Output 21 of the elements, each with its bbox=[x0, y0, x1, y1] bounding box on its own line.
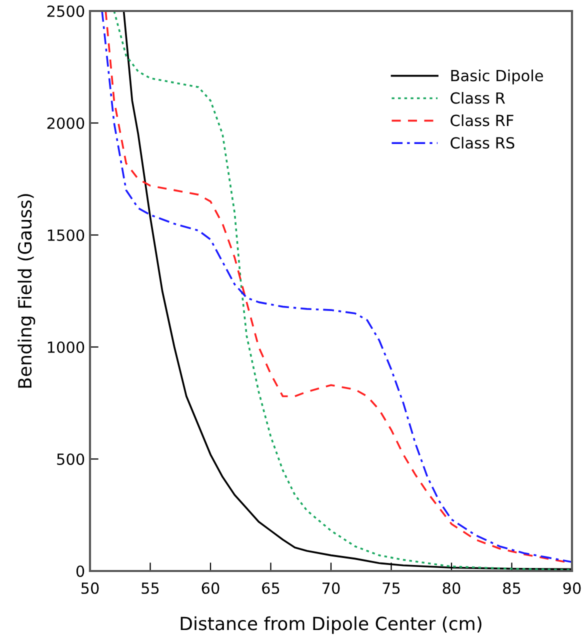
y-tick-label: 1500 bbox=[48, 229, 84, 242]
x-tick-label: 65 bbox=[262, 582, 280, 594]
x-tick-label: 80 bbox=[442, 582, 460, 594]
x-tick-label: 70 bbox=[322, 582, 340, 594]
x-tick-label: 90 bbox=[563, 582, 581, 594]
legend-label: Class RS bbox=[450, 136, 514, 149]
legend-label: Class RF bbox=[450, 114, 514, 126]
x-tick-label: 85 bbox=[503, 582, 520, 594]
y-axis-title: Bending Field (Gauss) bbox=[18, 194, 36, 388]
x-tick-label: 75 bbox=[382, 582, 400, 594]
y-tick-label: 0 bbox=[76, 565, 84, 578]
y-tick-label: 500 bbox=[57, 453, 84, 466]
x-tick-label: 50 bbox=[81, 582, 99, 594]
x-tick-label: 55 bbox=[142, 582, 159, 594]
legend-label: Class R bbox=[450, 92, 506, 104]
x-axis-title: Distance from Dipole Center (cm) bbox=[180, 616, 482, 634]
x-tick-label: 60 bbox=[202, 582, 220, 594]
y-tick-label: 2500 bbox=[47, 5, 84, 18]
legend-label: Basic Dipole bbox=[451, 70, 543, 84]
y-tick-label: 1000 bbox=[48, 341, 84, 354]
y-tick-label: 2000 bbox=[47, 117, 84, 130]
